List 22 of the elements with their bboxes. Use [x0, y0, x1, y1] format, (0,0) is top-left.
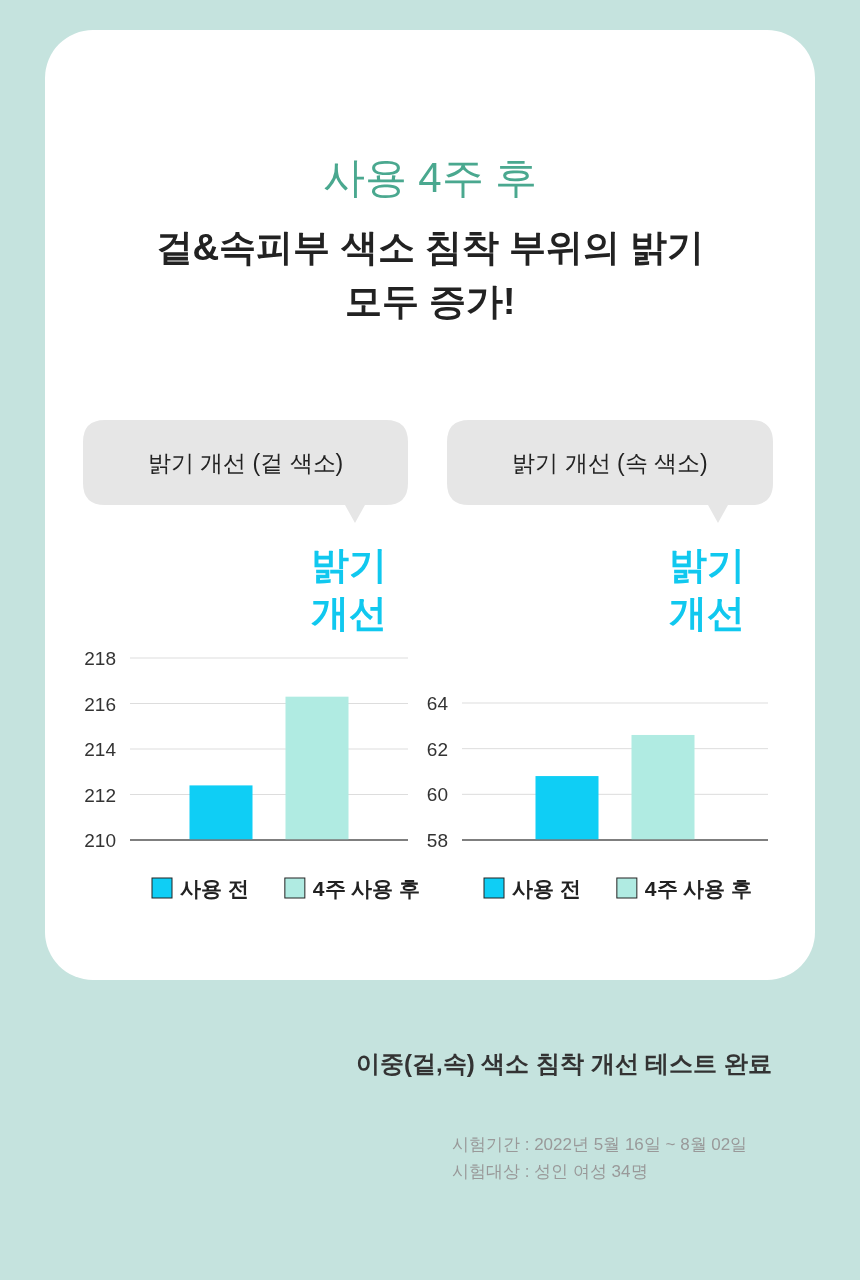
y-tick-label: 216	[84, 693, 116, 715]
y-tick-label: 218	[84, 648, 116, 669]
text: 사용 4주 후	[322, 154, 538, 201]
y-tick-label: 62	[426, 738, 448, 760]
legend-label: 사용 전	[180, 877, 249, 900]
legend-label: 사용 전	[512, 877, 581, 900]
y-tick-label: 60	[426, 784, 448, 806]
y-tick-label: 64	[426, 693, 449, 714]
text: 이중(겉,속) 색소 침착 개선 테스트 완료	[356, 1050, 772, 1077]
text: 밝기 개선	[669, 544, 745, 634]
text: 겉&속피부 색소 침착 부위의 밝기 모두 증가!	[155, 227, 705, 322]
text: 시험대상 : 성인 여성 34명	[452, 1162, 648, 1181]
y-tick-label: 210	[84, 830, 116, 851]
y-tick-label: 212	[84, 784, 116, 806]
y-tick-label: 214	[84, 739, 117, 760]
chart-title: 밝기 개선 (겉 색소)	[147, 449, 344, 476]
legend-label: 4주 사용 후	[644, 877, 753, 900]
y-tick-label: 58	[426, 830, 448, 851]
text: 시험기간 : 2022년 5월 16일 ~ 8월 02일	[452, 1135, 748, 1154]
chart-title: 밝기 개선 (속 색소)	[512, 449, 708, 476]
legend-label: 4주 사용 후	[312, 877, 421, 900]
text: 밝기 개선	[311, 544, 387, 634]
